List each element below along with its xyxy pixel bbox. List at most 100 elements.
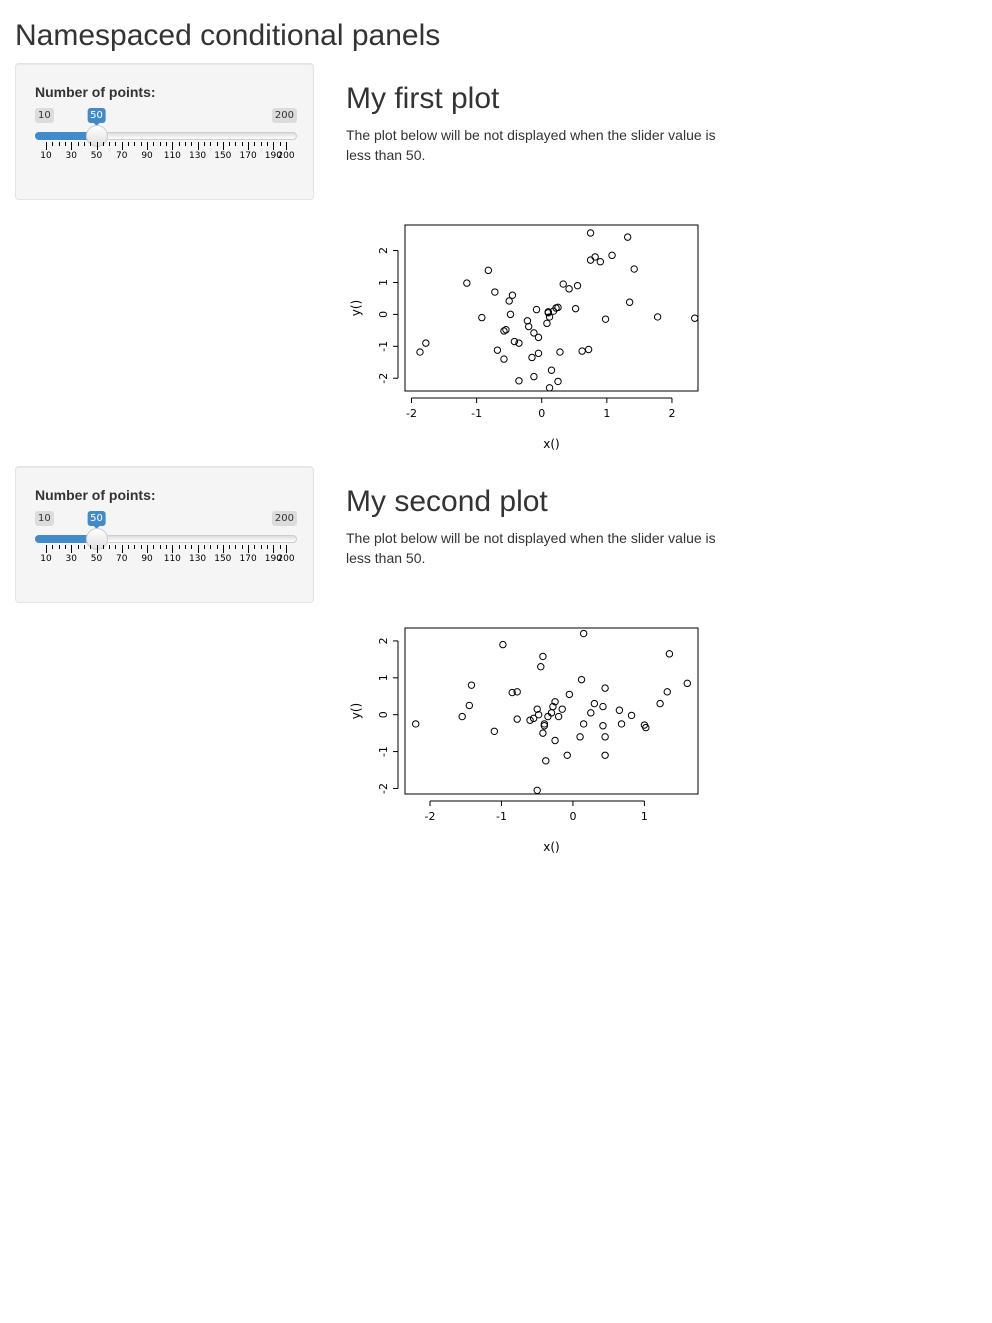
scatter-point [551, 736, 559, 745]
slider-grid-tick [229, 545, 231, 549]
plot-frame [404, 224, 699, 392]
slider-grid-tick [178, 545, 180, 549]
slider-grid-tick [166, 142, 167, 146]
scatter-point [533, 705, 541, 713]
x-tick-label: 1 [641, 810, 648, 823]
plot-title: My first plot [346, 82, 500, 115]
slider-grid-tick [273, 545, 275, 553]
slider-grid-label: 10 [40, 554, 52, 564]
scatter-point [571, 304, 580, 313]
slider-grid-label: 110 [163, 151, 181, 161]
slider-grid-tick [286, 142, 287, 150]
scatter-point [625, 298, 634, 306]
points-slider[interactable]: 10 200 50 10 30 50 70 90 110 130 150 170 190 200 [35, 509, 297, 569]
slider-grid-tick [178, 142, 180, 146]
scatter-point [573, 281, 582, 290]
slider-grid-tick [83, 545, 85, 549]
slider-grid-tick [222, 142, 224, 150]
slider-grid-tick [286, 545, 287, 553]
scatter-point [515, 339, 523, 347]
scatter-point [556, 348, 564, 356]
y-tick-label: 0 [377, 311, 390, 318]
slider-grid-tick [64, 142, 66, 146]
scatter-point [601, 315, 610, 323]
slider-grid-tick [77, 142, 79, 146]
slider-grid-label: 130 [188, 554, 207, 564]
slider-grid-tick [172, 142, 174, 150]
slider-bar [35, 535, 97, 543]
points-slider[interactable]: 10 200 50 10 30 50 70 90 110 130 150 170 190 200 [35, 106, 297, 166]
x-tick-label: -1 [471, 407, 482, 420]
scatter-point [528, 353, 536, 362]
slider-grid-tick [134, 545, 136, 549]
scatter-point [532, 305, 541, 314]
slider-grid-tick [96, 545, 98, 553]
scatter-point [416, 348, 424, 356]
scatter-point [491, 288, 499, 296]
scatter-point [478, 313, 486, 322]
scatter-point [515, 377, 523, 385]
scatter-point [615, 706, 624, 714]
scatter-point [642, 723, 650, 732]
slider-grid-tick [197, 545, 199, 553]
scatter-point [540, 722, 549, 730]
scatter-point [577, 675, 586, 684]
scatter-point [608, 251, 616, 260]
scatter-point [653, 313, 662, 321]
scatter-point [534, 333, 543, 342]
x-axis-label: x() [543, 437, 559, 451]
slider-grid-label: 200 [277, 554, 295, 564]
scatter-point [663, 688, 671, 696]
scatter-plot: -2 -1 0 1 -2 -1 0 1 2 x() y() [346, 604, 746, 864]
slider-grid-label: 170 [239, 554, 257, 564]
slider-grid-tick [267, 142, 269, 146]
slider-grid-tick [58, 142, 60, 146]
scatter-point [422, 339, 430, 347]
scatter-point [508, 291, 517, 299]
scatter-point [484, 266, 493, 275]
scatter-point [586, 256, 595, 264]
scatter-point [493, 346, 502, 354]
slider-grid-tick [210, 545, 212, 549]
slider-grid-tick [235, 142, 237, 146]
slider-grid-tick [203, 545, 205, 549]
scatter-point [579, 720, 588, 728]
scatter-point [565, 285, 573, 293]
slider-grid-tick [159, 142, 161, 146]
scatter-point [513, 715, 521, 723]
y-tick-label: 2 [377, 247, 390, 254]
plot-description: The plot below will be not displayed whe… [346, 530, 716, 566]
slider-grid-tick [140, 545, 142, 549]
scatter-point [630, 265, 638, 273]
scatter-point [545, 313, 554, 321]
scatter-point [549, 702, 557, 711]
scatter-point [683, 679, 691, 688]
slider-grid-tick [121, 142, 123, 150]
slider-grid-tick [229, 142, 231, 146]
x-axis-label: x() [543, 840, 559, 854]
y-axis-label: y() [349, 300, 363, 316]
scatter-point [586, 229, 595, 237]
slider-grid-tick [172, 545, 174, 553]
slider-grid-tick [273, 142, 275, 150]
module-first-plot: Number of points: 10 200 50 10 30 50 70 90 11… [15, 63, 975, 463]
x-tick-label: -2 [406, 407, 417, 420]
slider-grid-tick [260, 545, 262, 549]
slider-grid-label: 50 [90, 554, 103, 564]
slider-grid-label: 150 [214, 151, 232, 161]
slider-value-label: 50 [87, 511, 106, 530]
page-title: Namespaced conditional panels [15, 19, 441, 52]
slider-value-label: 50 [87, 108, 106, 127]
scatter-point [463, 279, 471, 287]
slider-grid-tick [109, 142, 111, 146]
scatter-point [579, 629, 588, 638]
slider-grid-tick [52, 545, 54, 549]
scatter-point [545, 384, 554, 392]
scatter-point [601, 733, 609, 741]
scatter-point [599, 702, 607, 711]
scatter-point [500, 327, 508, 335]
slider-grid-tick [140, 142, 142, 146]
scatter-point [529, 714, 538, 723]
slider-min-label: 10 [35, 511, 54, 527]
slider-grid-tick [46, 545, 47, 553]
